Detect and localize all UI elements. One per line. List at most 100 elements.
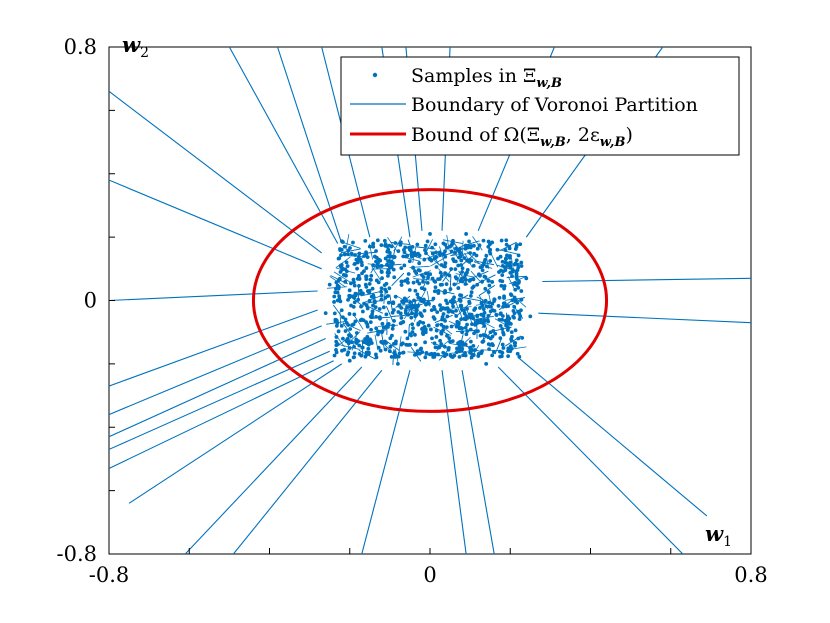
sample-point	[364, 250, 368, 255]
sample-point	[470, 322, 474, 326]
sample-point	[438, 303, 442, 308]
sample-point	[356, 297, 361, 302]
sample-point	[456, 263, 461, 268]
sample-point	[428, 232, 432, 236]
sample-point	[517, 317, 522, 321]
sample-point	[364, 266, 369, 270]
sample-point	[408, 332, 413, 337]
sample-point	[449, 249, 454, 254]
sample-point	[459, 317, 464, 322]
sample-point	[487, 283, 492, 288]
sample-point	[500, 263, 505, 268]
voronoi-edge	[441, 370, 467, 554]
sample-point	[372, 299, 377, 303]
sample-point	[504, 304, 508, 309]
sample-point	[410, 322, 415, 327]
sample-point	[518, 314, 523, 318]
sample-point	[494, 313, 499, 318]
sample-point	[355, 260, 360, 265]
sample-point	[454, 308, 458, 313]
sample-point	[445, 301, 450, 306]
sample-point	[507, 255, 512, 260]
sample-point	[364, 303, 369, 308]
sample-point	[408, 300, 413, 305]
sample-point	[471, 343, 476, 348]
voronoi-edge	[385, 305, 394, 322]
sample-point	[332, 353, 337, 358]
sample-point	[468, 339, 473, 344]
voronoi-edge	[333, 271, 350, 283]
sample-point	[380, 341, 385, 345]
sample-point	[435, 310, 440, 315]
sample-point	[410, 311, 414, 316]
sample-point	[492, 298, 497, 303]
sample-point	[389, 244, 394, 249]
sample-point	[479, 300, 484, 305]
voronoi-edge	[184, 366, 363, 554]
sample-point	[354, 257, 359, 262]
voronoi-edge	[479, 285, 495, 296]
sample-point	[375, 238, 380, 243]
sample-point	[510, 274, 514, 278]
sample-point	[415, 292, 420, 297]
sample-point	[444, 245, 449, 250]
sample-point	[513, 328, 518, 333]
sample-point	[471, 263, 476, 268]
sample-point	[437, 277, 442, 281]
sample-point	[359, 317, 364, 322]
sample-point	[380, 321, 385, 326]
voronoi-edge	[430, 256, 447, 267]
sample-point	[343, 317, 348, 322]
sample-point	[369, 327, 373, 332]
bound-ellipse	[251, 188, 609, 413]
sample-point	[432, 279, 437, 283]
sample-point	[420, 314, 424, 318]
sample-point	[335, 283, 340, 288]
voronoi-edge	[109, 338, 326, 438]
sample-point	[411, 280, 416, 285]
sample-point	[417, 261, 422, 266]
sample-point	[416, 251, 420, 256]
sample-point	[434, 335, 439, 339]
sample-point	[499, 238, 504, 243]
sample-point	[509, 330, 514, 335]
sample-point	[341, 336, 345, 341]
sample-point	[438, 270, 443, 275]
sample-point	[403, 311, 408, 315]
sample-point	[507, 316, 512, 321]
sample-point	[448, 287, 453, 291]
sample-point	[506, 326, 511, 330]
sample-point	[454, 314, 459, 318]
sample-point	[381, 325, 386, 330]
sample-point	[397, 351, 402, 356]
sample-point	[416, 322, 421, 327]
sample-point	[452, 282, 457, 287]
sample-point	[409, 304, 414, 308]
sample-point	[332, 300, 336, 304]
sample-point	[357, 284, 361, 288]
sample-point	[456, 323, 461, 327]
sample-point	[510, 298, 515, 303]
sample-point	[467, 278, 472, 283]
sample-point	[379, 289, 384, 294]
voronoi-edge	[109, 350, 330, 450]
sample-point	[354, 331, 359, 335]
sample-point	[472, 331, 476, 336]
sample-point	[385, 244, 390, 249]
sample-point	[452, 353, 457, 358]
sample-point	[357, 351, 362, 356]
sample-point	[352, 344, 356, 349]
sample-point	[376, 280, 381, 285]
sample-point	[499, 283, 504, 288]
sample-point	[465, 329, 470, 333]
sample-point	[498, 336, 503, 341]
voronoi-edge	[393, 236, 403, 252]
sample-point	[504, 242, 509, 247]
sample-point	[470, 352, 475, 357]
sample-point	[428, 352, 432, 357]
sample-point	[519, 260, 524, 265]
sample-point	[508, 349, 513, 354]
sample-point	[422, 287, 427, 292]
sample-point	[385, 270, 390, 275]
